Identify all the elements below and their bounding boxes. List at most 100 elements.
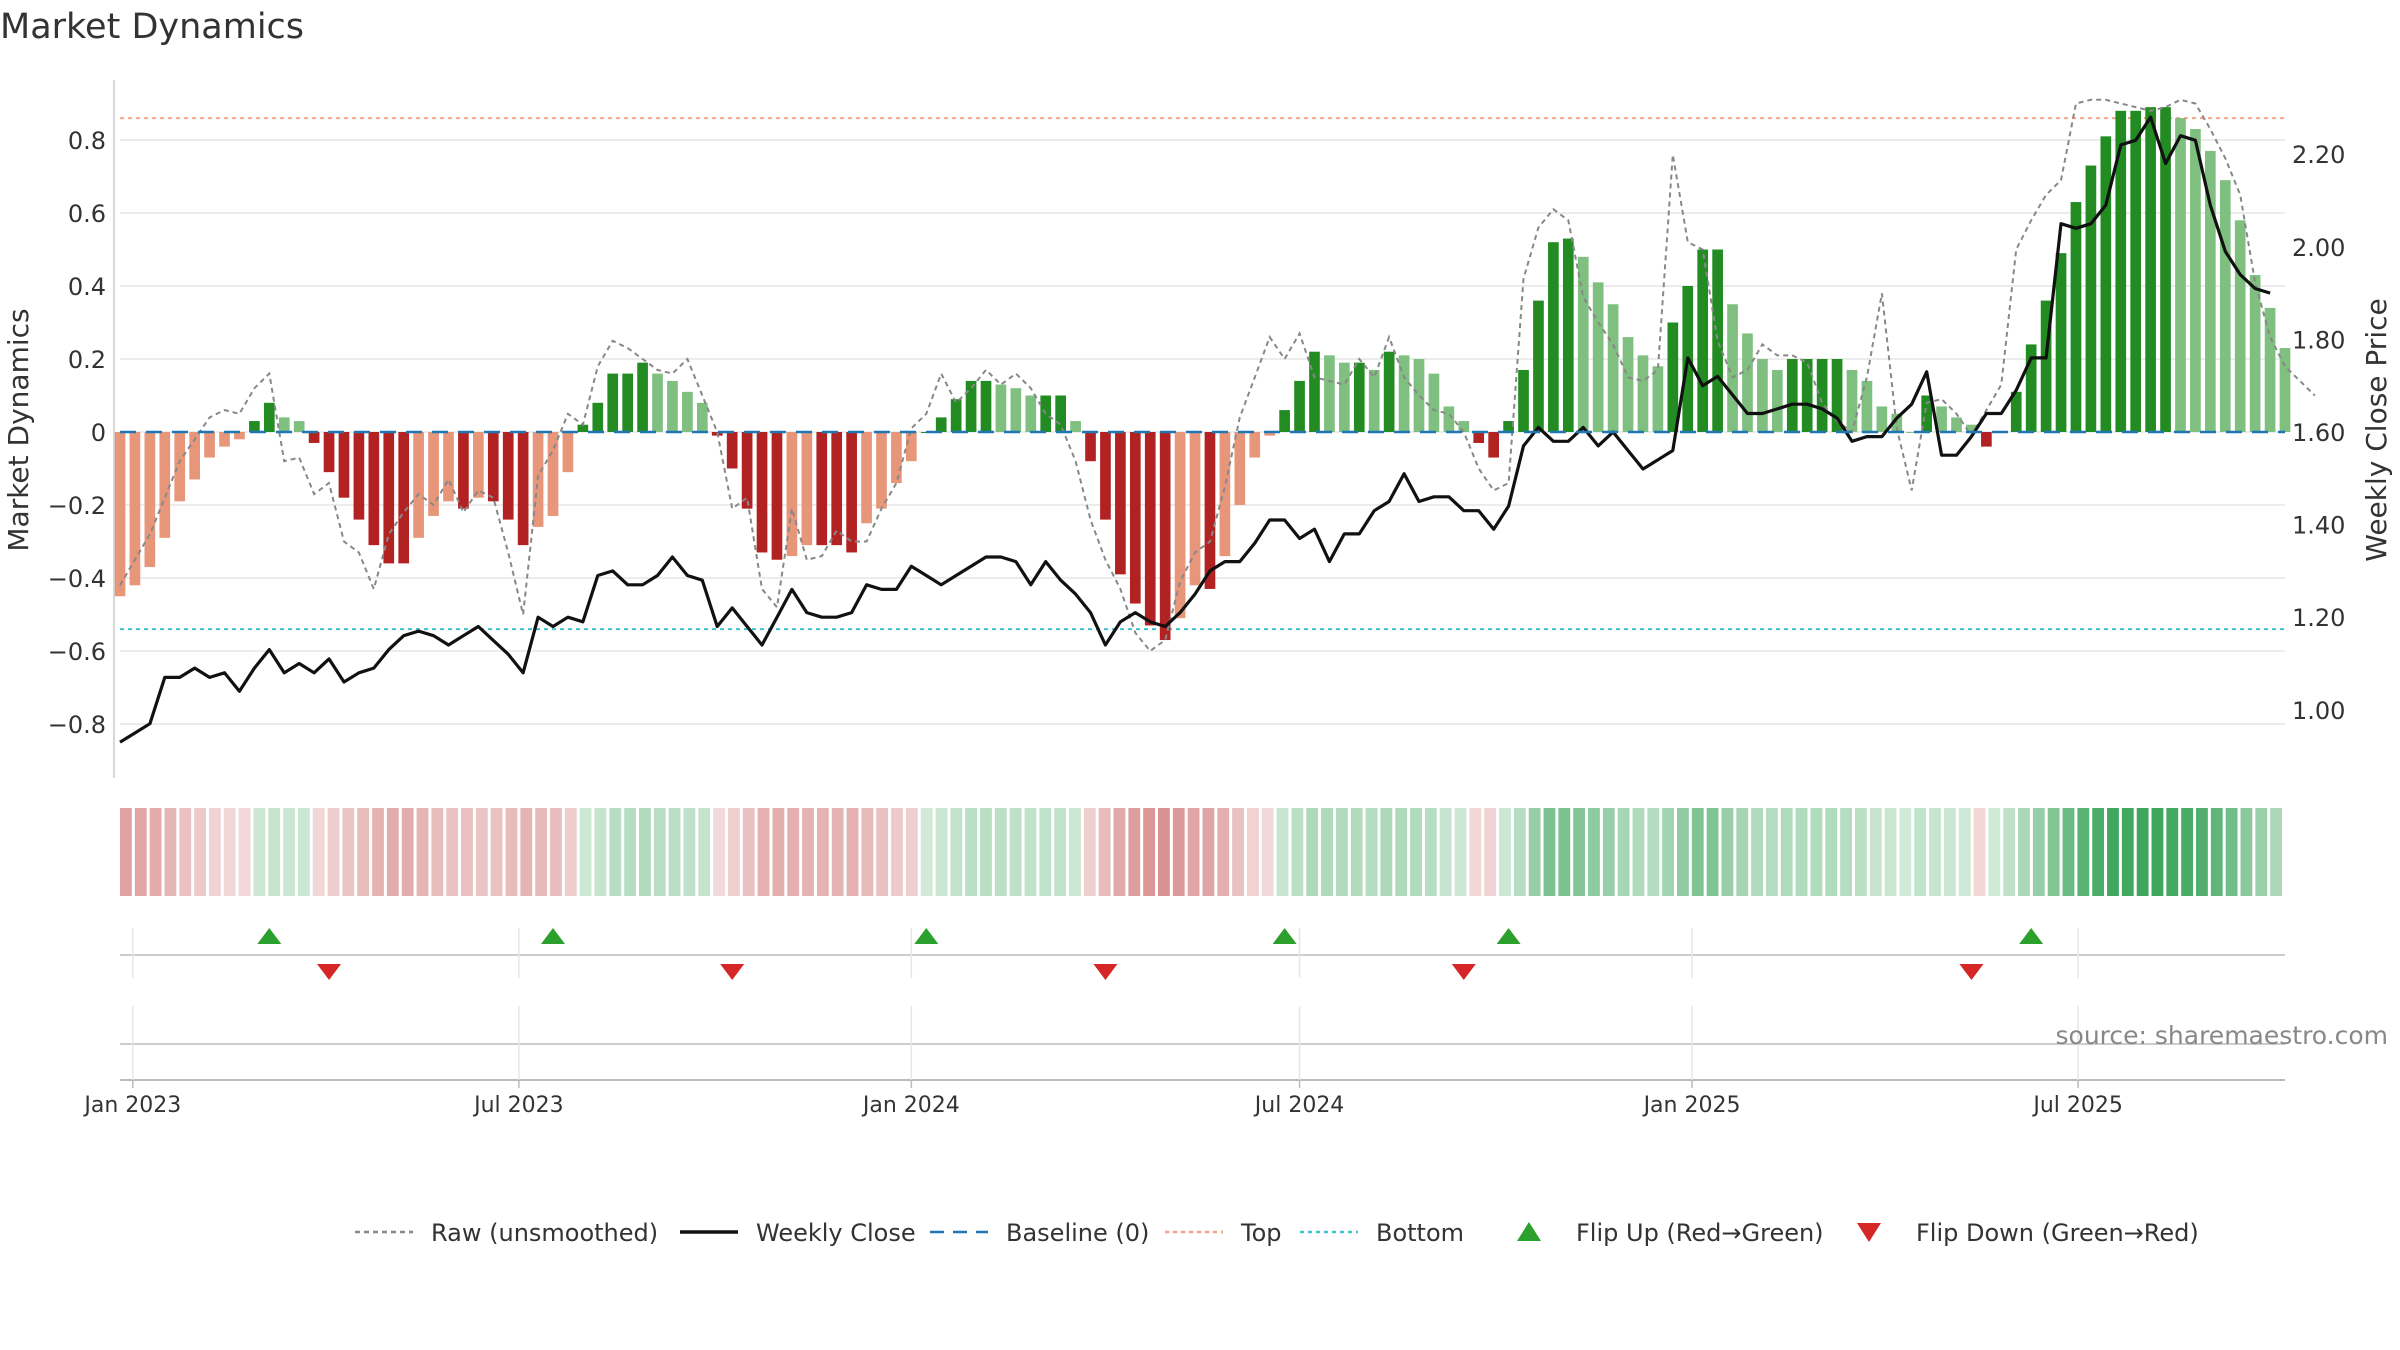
flip-up-marker [257, 928, 282, 944]
regime-cell [831, 808, 844, 896]
dynamics-bar [1129, 432, 1141, 604]
dynamics-bar [667, 380, 678, 432]
weekly-close-line [119, 115, 2271, 744]
dynamics-bar [1518, 369, 1529, 432]
regime-cell [653, 808, 666, 896]
legend-item: Top [1165, 1219, 1282, 1247]
dynamics-bar [1772, 369, 1783, 432]
dynamics-bar [756, 432, 768, 553]
dynamics-bar [1652, 366, 1664, 432]
regime-cell [905, 808, 918, 896]
regime-cell [2166, 808, 2179, 896]
regime-cell [1825, 808, 1838, 896]
dynamics-bar [1413, 359, 1425, 432]
dynamics-bar [1981, 432, 1992, 447]
x-tick-label: Jan 2025 [1642, 1093, 1741, 1118]
regime-cell [1246, 808, 1259, 896]
dynamics-bar [1861, 380, 1873, 432]
dynamics-bar [652, 373, 663, 432]
dynamics-bar [249, 421, 260, 432]
dynamics-bar [2190, 129, 2201, 433]
regime-cell [2077, 808, 2090, 896]
regime-cell [253, 808, 266, 896]
flip-up-marker [914, 928, 939, 944]
regime-cell [2255, 808, 2268, 896]
dynamics-bar [1488, 432, 1499, 458]
regime-cell [2107, 808, 2119, 896]
regime-cell [920, 808, 933, 896]
regime-cell [2121, 808, 2134, 896]
dynamics-bar [114, 432, 126, 597]
dynamics-bar [1040, 395, 1052, 432]
regime-cell [2210, 808, 2223, 896]
regime-cell [1914, 808, 1927, 896]
regime-cell [1588, 808, 1600, 896]
dynamics-bar [1085, 432, 1096, 462]
legend-swatch [1857, 1223, 1881, 1242]
dynamics-bar [2070, 202, 2082, 432]
regime-cell [1069, 808, 1081, 896]
dynamics-bar [1577, 256, 1589, 432]
legend-swatch [1517, 1222, 1541, 1241]
flip-down-marker [1451, 964, 1476, 980]
dynamics-bar [592, 402, 604, 432]
dynamics-bar [1712, 249, 1723, 432]
regime-cell [2032, 808, 2045, 896]
regime-cell [179, 808, 192, 896]
date-panel-grid [132, 1006, 2079, 1080]
dynamics-bar [935, 417, 947, 432]
right-tick-label: 1.20 [2292, 604, 2345, 632]
dynamics-bar [1742, 333, 1753, 432]
regime-cell [1083, 808, 1096, 896]
dynamics-bar [607, 373, 619, 432]
regime-cell [431, 808, 444, 896]
regime-cell [1780, 808, 1793, 896]
left-tick-label: −0.8 [48, 711, 106, 739]
x-tick-label: Jul 2024 [1253, 1093, 1345, 1118]
dynamics-bar [1428, 373, 1440, 432]
regime-cell [1410, 808, 1422, 896]
regime-cell [1602, 808, 1615, 896]
dynamics-bar [1831, 359, 1843, 432]
dynamics-bar [1816, 359, 1828, 432]
date-panel: Jan 2023 Jul 2023 Jan 2024 Jul 2024 Jan 2025… [82, 1006, 2388, 1118]
regime-cell [1454, 808, 1467, 896]
dynamics-bar [2160, 107, 2171, 433]
regime-cell [208, 808, 221, 896]
dynamics-bar [368, 432, 380, 546]
regime-cell [624, 808, 637, 896]
dynamics-bar [413, 432, 424, 538]
dynamics-bar [726, 432, 738, 469]
legend-item: Raw (unsmoothed) [355, 1219, 658, 1247]
regime-cell [386, 808, 399, 896]
dynamics-bar [428, 432, 439, 516]
dynamics-bar [473, 432, 484, 498]
legend-item: Bottom [1300, 1219, 1464, 1247]
regime-cell [416, 808, 429, 896]
dynamics-bar [1189, 432, 1201, 586]
dynamics-bar [965, 380, 977, 432]
regime-cell [134, 808, 147, 896]
dynamics-bar [861, 432, 872, 524]
regime-cell [1528, 808, 1541, 896]
left-tick-label: −0.4 [48, 565, 106, 593]
dynamics-bar [995, 384, 1007, 432]
regime-cell [268, 808, 281, 896]
dynamics-bar [1204, 432, 1216, 589]
regime-cell [357, 808, 370, 896]
regime-cell [1187, 808, 1200, 896]
regime-cell [475, 808, 488, 896]
regime-cell [1632, 808, 1645, 896]
dynamics-bar [801, 432, 813, 546]
regime-cell [1662, 808, 1675, 896]
dynamics-bar [1592, 282, 1604, 432]
dynamics-bar [2040, 300, 2052, 432]
regime-cell [935, 808, 948, 896]
dynamics-bar [308, 432, 320, 443]
dynamics-bar [816, 432, 828, 546]
dynamics-bar [1353, 362, 1365, 432]
legend: Raw (unsmoothed) Weekly Close Baseline (0)… [355, 1219, 2199, 1247]
legend-item: Flip Up (Red→Green) [1517, 1219, 1824, 1247]
regime-cell [1840, 808, 1852, 896]
dynamics-bar [2175, 118, 2186, 432]
